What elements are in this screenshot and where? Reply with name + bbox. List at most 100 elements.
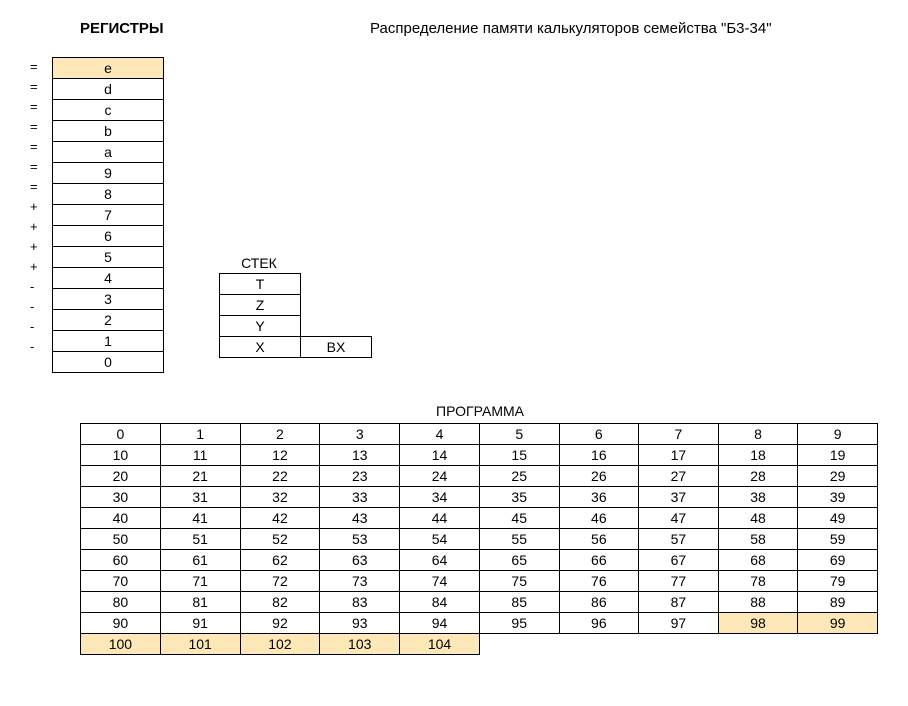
program-title: ПРОГРАММА	[80, 403, 880, 419]
program-cell: 100	[81, 634, 161, 655]
register-prefix: +	[30, 217, 44, 237]
program-cell: 20	[81, 466, 161, 487]
program-cell: 8	[718, 424, 798, 445]
program-cell: 6	[559, 424, 639, 445]
program-cell-empty	[639, 634, 719, 655]
program-cell: 94	[400, 613, 480, 634]
program-cell: 101	[160, 634, 240, 655]
program-cell-empty	[559, 634, 639, 655]
program-cell: 91	[160, 613, 240, 634]
register-prefix: +	[30, 257, 44, 277]
program-cell: 51	[160, 529, 240, 550]
registers-title: РЕГИСТРЫ	[30, 20, 370, 37]
program-cell: 17	[639, 445, 719, 466]
register-prefix: =	[30, 137, 44, 157]
program-cell: 28	[718, 466, 798, 487]
program-cell: 21	[160, 466, 240, 487]
program-cell: 59	[798, 529, 878, 550]
register-prefix: -	[30, 277, 44, 297]
program-cell: 19	[798, 445, 878, 466]
program-cell: 80	[81, 592, 161, 613]
program-cell: 73	[320, 571, 400, 592]
program-cell: 72	[240, 571, 320, 592]
register-cell: 8	[53, 184, 164, 205]
main-title: Распределение памяти калькуляторов семей…	[370, 20, 772, 37]
program-cell-empty	[718, 634, 798, 655]
registers-table: edcba9876543210	[52, 57, 164, 373]
register-cell: e	[53, 58, 164, 79]
program-cell: 87	[639, 592, 719, 613]
program-cell: 37	[639, 487, 719, 508]
program-cell: 46	[559, 508, 639, 529]
register-prefix: =	[30, 57, 44, 77]
stack-title: СТЕК	[219, 255, 299, 271]
register-prefix: +	[30, 197, 44, 217]
program-cell: 32	[240, 487, 320, 508]
program-cell: 25	[479, 466, 559, 487]
register-cell: c	[53, 100, 164, 121]
program-cell: 14	[400, 445, 480, 466]
program-cell: 35	[479, 487, 559, 508]
program-cell: 42	[240, 508, 320, 529]
register-prefix: =	[30, 177, 44, 197]
register-cell: 0	[53, 352, 164, 373]
program-cell: 9	[798, 424, 878, 445]
stack-block: СТЕК TZYXBX	[219, 255, 372, 358]
program-cell: 86	[559, 592, 639, 613]
program-cell: 102	[240, 634, 320, 655]
program-cell: 16	[559, 445, 639, 466]
stack-cell: Y	[220, 316, 301, 337]
program-cell: 96	[559, 613, 639, 634]
program-cell: 55	[479, 529, 559, 550]
program-cell: 81	[160, 592, 240, 613]
program-cell: 23	[320, 466, 400, 487]
program-cell: 0	[81, 424, 161, 445]
program-cell: 44	[400, 508, 480, 529]
program-cell: 95	[479, 613, 559, 634]
program-cell: 64	[400, 550, 480, 571]
program-cell: 53	[320, 529, 400, 550]
program-cell: 67	[639, 550, 719, 571]
program-cell: 27	[639, 466, 719, 487]
program-cell: 93	[320, 613, 400, 634]
program-cell: 4	[400, 424, 480, 445]
program-cell: 12	[240, 445, 320, 466]
program-cell: 78	[718, 571, 798, 592]
program-cell: 18	[718, 445, 798, 466]
register-cell: 9	[53, 163, 164, 184]
register-cell: a	[53, 142, 164, 163]
program-cell: 10	[81, 445, 161, 466]
program-section: ПРОГРАММА 012345678910111213141516171819…	[80, 403, 878, 655]
program-cell: 79	[798, 571, 878, 592]
program-cell: 57	[639, 529, 719, 550]
program-cell: 34	[400, 487, 480, 508]
program-cell: 45	[479, 508, 559, 529]
program-cell: 62	[240, 550, 320, 571]
program-cell: 74	[400, 571, 480, 592]
program-cell: 90	[81, 613, 161, 634]
program-cell: 5	[479, 424, 559, 445]
register-prefix: -	[30, 337, 44, 357]
program-cell: 22	[240, 466, 320, 487]
program-cell: 58	[718, 529, 798, 550]
registers-block: =======++++---- edcba9876543210	[30, 57, 164, 373]
program-cell: 13	[320, 445, 400, 466]
program-cell: 31	[160, 487, 240, 508]
program-cell: 1	[160, 424, 240, 445]
program-cell: 68	[718, 550, 798, 571]
program-cell: 103	[320, 634, 400, 655]
program-table: 0123456789101112131415161718192021222324…	[80, 423, 878, 655]
program-cell: 98	[718, 613, 798, 634]
program-cell: 82	[240, 592, 320, 613]
register-prefix: =	[30, 117, 44, 137]
program-cell: 77	[639, 571, 719, 592]
program-cell-empty	[479, 634, 559, 655]
register-cell: d	[53, 79, 164, 100]
register-prefix: =	[30, 77, 44, 97]
register-cell: 1	[53, 331, 164, 352]
register-prefix: -	[30, 297, 44, 317]
program-cell: 40	[81, 508, 161, 529]
program-cell: 99	[798, 613, 878, 634]
program-cell: 15	[479, 445, 559, 466]
program-cell: 47	[639, 508, 719, 529]
